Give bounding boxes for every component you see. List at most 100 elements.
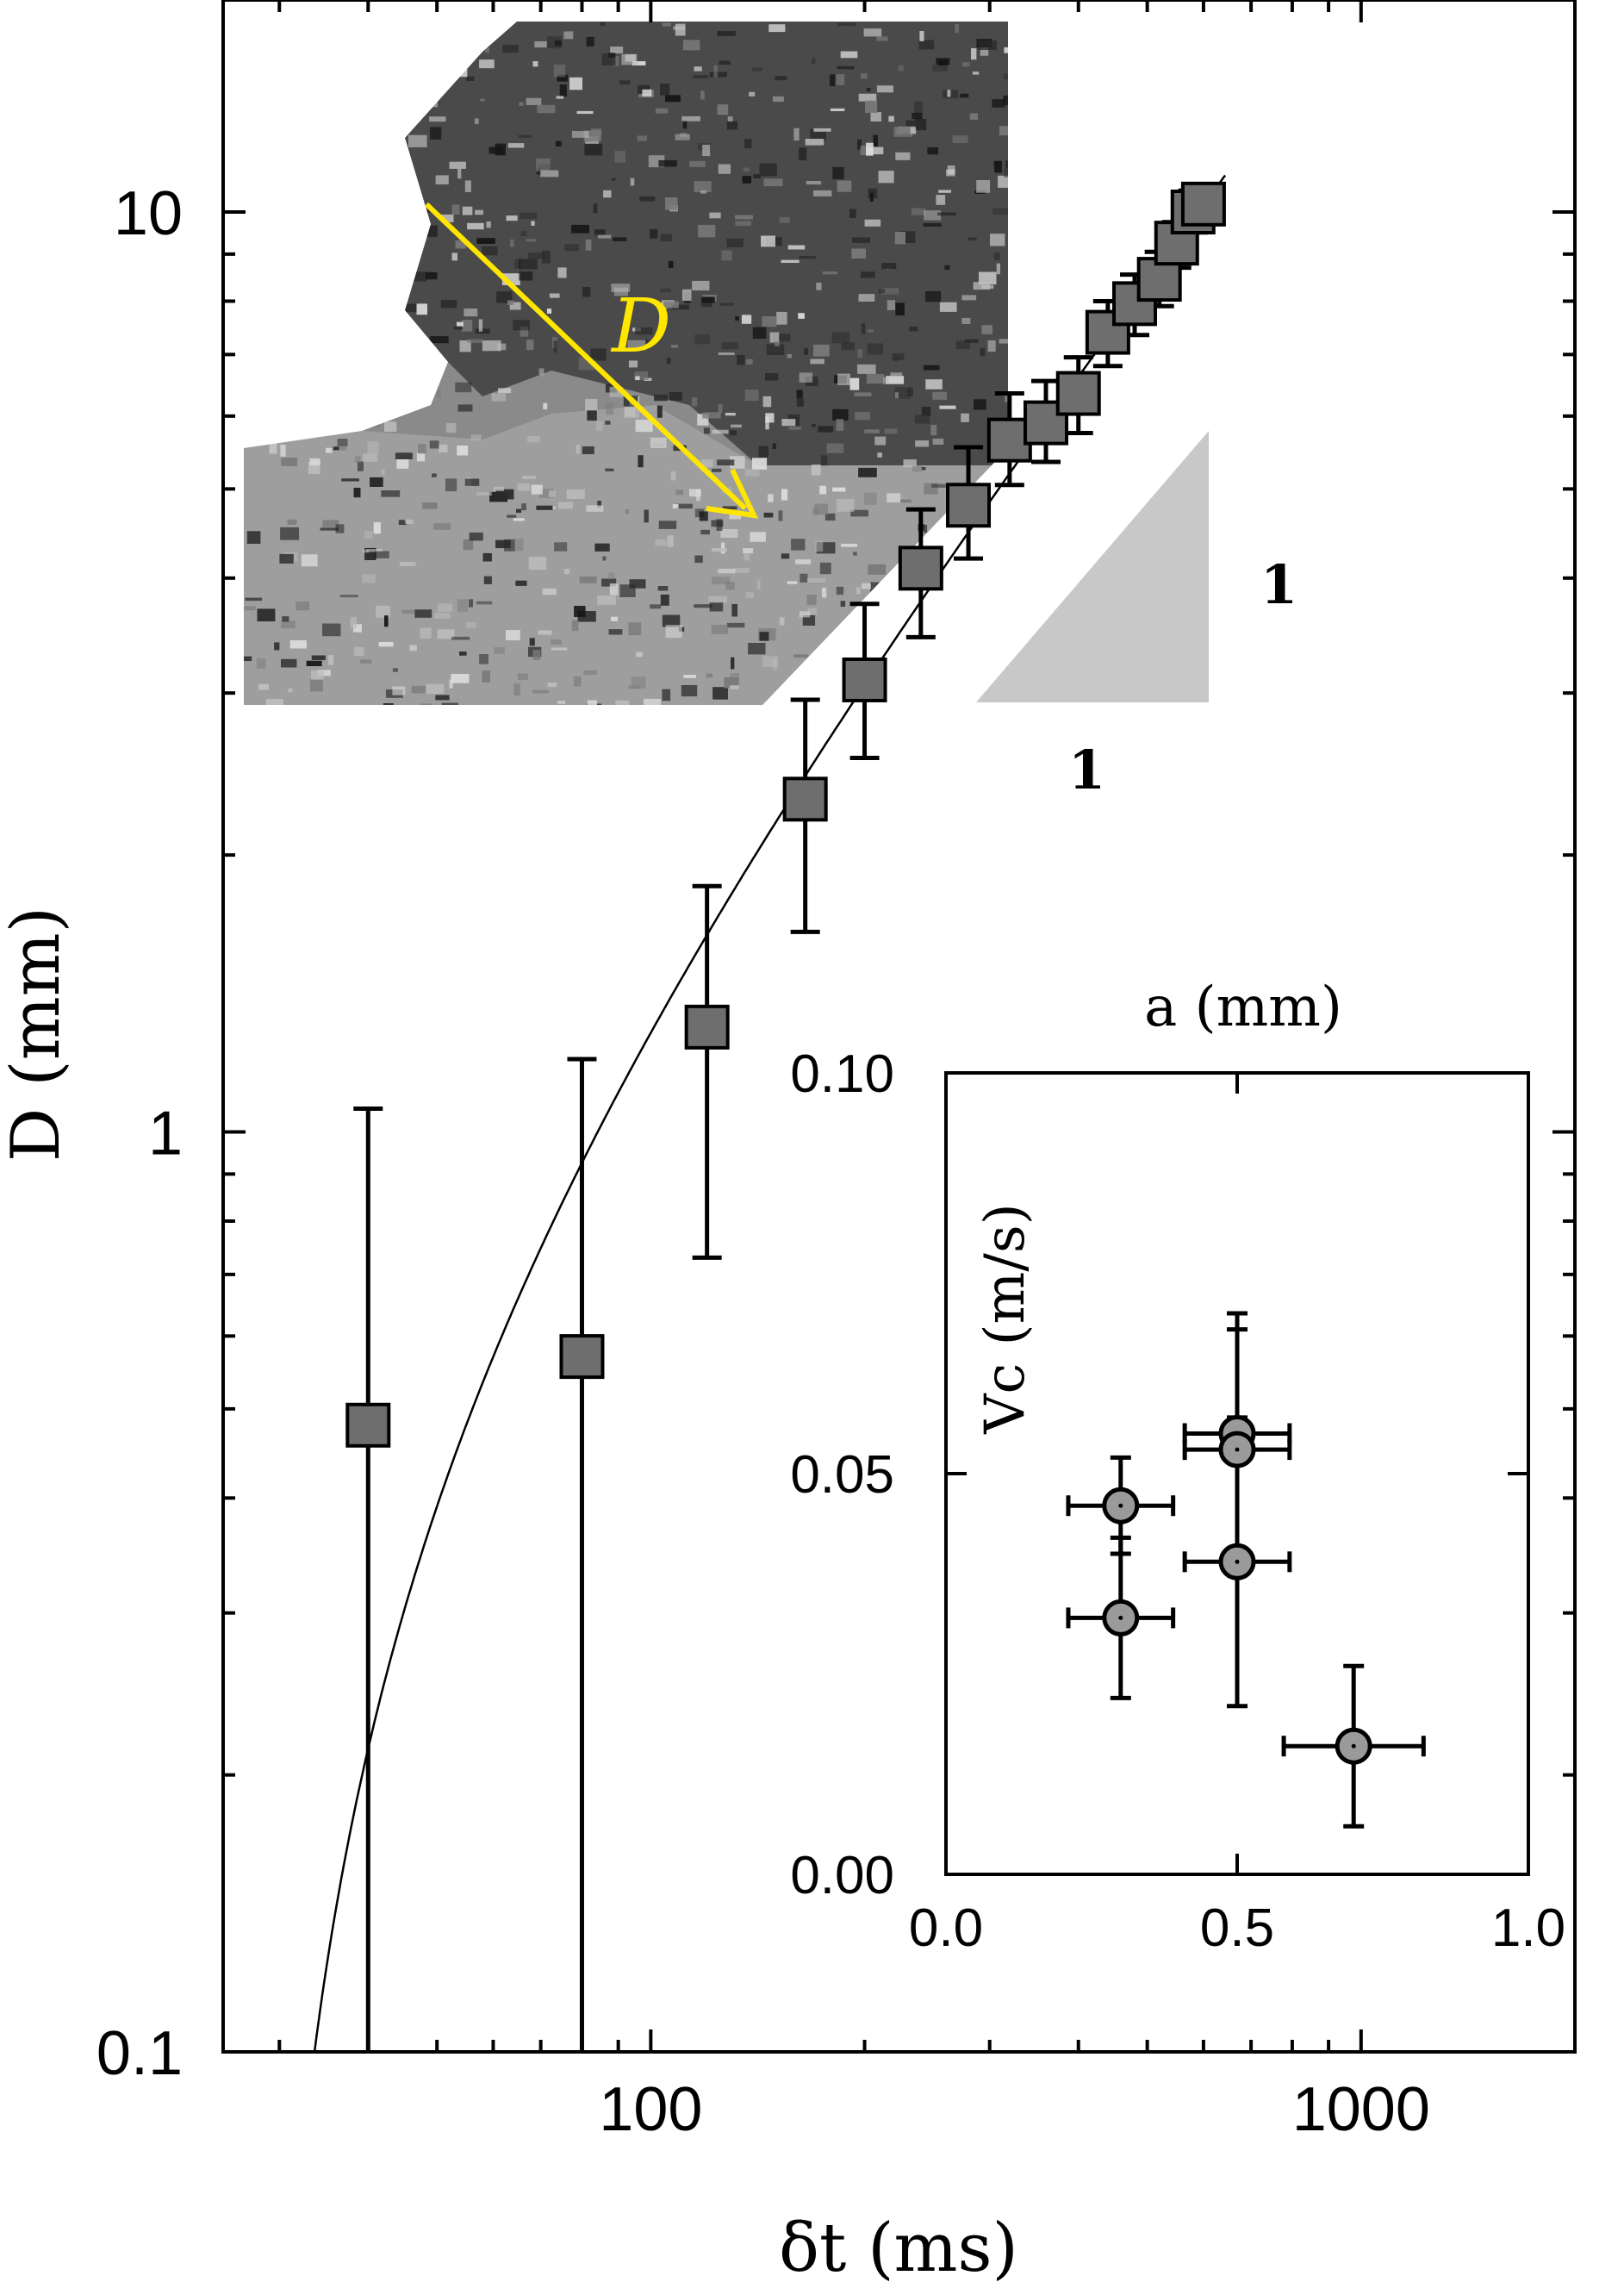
photo-grain bbox=[621, 53, 638, 65]
photo-grain bbox=[880, 629, 891, 635]
photo-grain bbox=[796, 390, 803, 399]
main-data-point bbox=[684, 1004, 730, 1050]
photo-grain bbox=[709, 212, 721, 219]
photo-grain bbox=[373, 522, 381, 534]
photo-grain bbox=[265, 699, 283, 705]
photo-grain bbox=[590, 128, 602, 136]
photo-grain bbox=[654, 395, 668, 402]
photo-grain bbox=[718, 404, 723, 414]
photo-grain bbox=[858, 294, 875, 302]
photo-grain bbox=[671, 304, 690, 310]
photo-grain bbox=[644, 698, 662, 705]
photo-grain bbox=[364, 531, 373, 539]
photo-grain bbox=[812, 507, 818, 515]
photo-grain bbox=[362, 574, 376, 583]
photo-grain bbox=[895, 152, 911, 160]
main-ticks bbox=[223, 0, 1577, 2054]
photo-grain bbox=[962, 62, 970, 67]
photo-grain bbox=[745, 592, 754, 599]
photo-grain bbox=[608, 53, 616, 58]
photo-grain bbox=[526, 340, 534, 351]
photo-grain bbox=[744, 553, 750, 561]
inset-y-tick-label: 0.00 bbox=[790, 1846, 894, 1905]
photo-grain bbox=[682, 289, 692, 301]
photo-grain bbox=[858, 467, 877, 477]
photo-grain bbox=[876, 36, 888, 41]
photo-grain bbox=[851, 237, 870, 243]
photo-grain bbox=[923, 365, 940, 371]
photo-grain bbox=[909, 326, 918, 332]
photo-grain bbox=[861, 271, 875, 278]
photo-grain bbox=[309, 458, 320, 465]
photo-grain bbox=[980, 347, 986, 357]
photo-grain bbox=[703, 427, 710, 434]
photo-grain bbox=[779, 216, 790, 223]
photo-grain bbox=[718, 568, 736, 574]
photo-grain bbox=[244, 606, 256, 611]
photo-grain bbox=[628, 622, 642, 636]
photo-grain bbox=[837, 180, 852, 192]
inset-markers bbox=[1102, 1415, 1372, 1765]
photo-grain bbox=[974, 399, 986, 410]
photo-grain bbox=[992, 512, 999, 525]
photo-grain bbox=[517, 483, 530, 491]
photo-grain bbox=[836, 586, 844, 595]
photo-grain bbox=[863, 28, 882, 37]
photo-grain bbox=[952, 135, 968, 143]
photo-grain bbox=[865, 100, 878, 113]
photo-grain bbox=[861, 323, 866, 334]
photo-grain bbox=[510, 239, 514, 247]
photo-grain bbox=[1005, 527, 1008, 533]
photo-grain bbox=[745, 358, 753, 365]
photo-grain bbox=[836, 419, 844, 431]
photo-grain bbox=[793, 654, 809, 658]
photo-grain bbox=[518, 134, 532, 138]
photo-grain bbox=[414, 609, 432, 618]
photo-grain bbox=[476, 238, 495, 244]
photo-grain bbox=[888, 115, 894, 122]
photo-grain bbox=[491, 709, 505, 715]
photo-grain bbox=[585, 398, 598, 411]
photo-grain bbox=[657, 586, 669, 591]
photo-grain bbox=[449, 679, 453, 689]
photo-grain bbox=[656, 405, 663, 418]
photo-grain bbox=[449, 161, 466, 169]
photo-grain bbox=[805, 139, 824, 146]
photo-grain bbox=[515, 580, 527, 586]
photo-grain bbox=[280, 445, 286, 457]
main-x-axis-label: δt (ms) bbox=[779, 2210, 1018, 2287]
photo-grain bbox=[721, 250, 732, 261]
photo-grain bbox=[702, 296, 715, 303]
photo-grain bbox=[432, 473, 437, 477]
photo-grain bbox=[800, 573, 808, 583]
photo-grain bbox=[744, 468, 760, 477]
photo-grain bbox=[924, 525, 928, 533]
photo-grain bbox=[799, 372, 813, 383]
photo-grain bbox=[335, 524, 345, 533]
photo-grain bbox=[718, 164, 731, 174]
photo-grain bbox=[534, 41, 547, 48]
photo-grain bbox=[520, 327, 529, 337]
photo-grain bbox=[914, 101, 923, 114]
photo-grain bbox=[813, 344, 830, 357]
photo-grain bbox=[955, 24, 959, 34]
photo-grain bbox=[941, 610, 956, 617]
photo-grain bbox=[735, 316, 739, 321]
photo-grain bbox=[912, 112, 923, 120]
photo-grain bbox=[961, 626, 976, 639]
photo-grain bbox=[422, 502, 438, 509]
photo-grain bbox=[282, 616, 289, 622]
photo-grain bbox=[722, 506, 737, 510]
photo-grain bbox=[796, 398, 804, 407]
photo-grain bbox=[611, 178, 616, 181]
photo-grain bbox=[812, 423, 816, 427]
photo-grain bbox=[976, 180, 991, 193]
photo-grain bbox=[479, 59, 495, 69]
photo-grain bbox=[542, 588, 557, 595]
photo-grain bbox=[416, 452, 426, 462]
photo-grain bbox=[791, 539, 806, 551]
photo-grain bbox=[752, 327, 767, 340]
photo-grain bbox=[892, 352, 905, 360]
main-frame bbox=[221, 0, 1577, 2054]
main-data-point bbox=[559, 1334, 605, 1380]
